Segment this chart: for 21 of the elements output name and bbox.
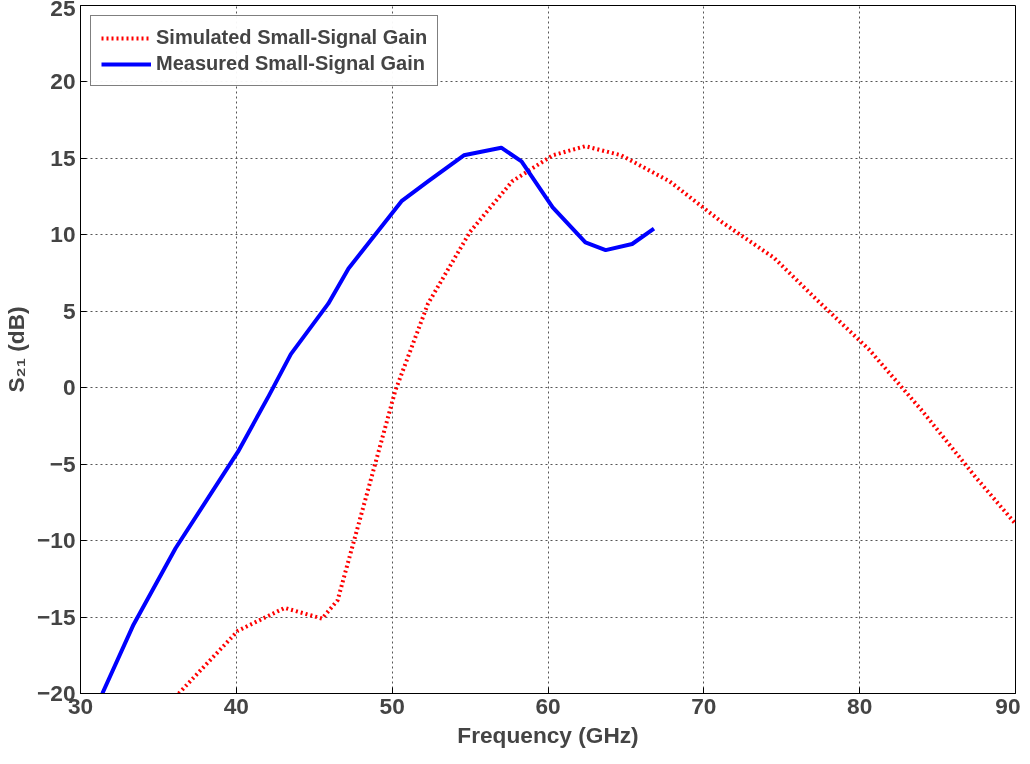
x-tick-label: 60	[535, 692, 561, 719]
x-tick-label: 40	[223, 692, 249, 719]
x-axis-title: Frequency (GHz)	[457, 721, 639, 748]
line-series	[176, 144, 1016, 694]
x-tick-label: 90	[995, 692, 1021, 719]
x-tick-label: 80	[847, 692, 873, 719]
y-tick-label: 15	[50, 144, 76, 171]
x-tick-label: 50	[379, 692, 405, 719]
x-tick-label: 70	[691, 692, 717, 719]
y-tick-label: 20	[50, 68, 76, 95]
y-tick-label: 10	[50, 221, 76, 248]
y-tick-label: −10	[37, 527, 76, 554]
y-axis-title: S₂₁ (dB)	[3, 306, 30, 393]
y-tick-label: 5	[62, 297, 76, 324]
legend-label: Measured Small-Signal Gain	[156, 52, 425, 75]
y-tick-label: −15	[37, 603, 76, 630]
line-series	[100, 145, 656, 694]
y-tick-label: −5	[49, 450, 76, 477]
legend-label: Simulated Small-Signal Gain	[156, 26, 428, 49]
y-tick-label: 25	[50, 0, 76, 21]
y-tick-label: 0	[62, 374, 76, 401]
